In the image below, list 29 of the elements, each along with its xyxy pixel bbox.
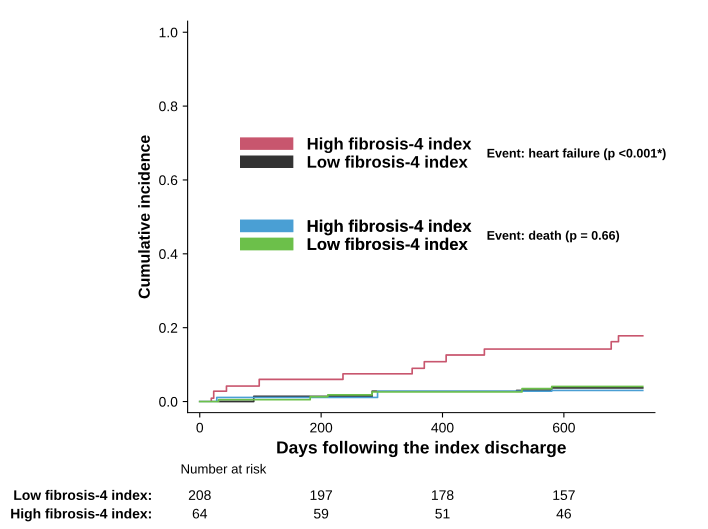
legend-label: Low fibrosis-4 index <box>308 156 468 168</box>
text: 178 <box>432 490 454 500</box>
y-tick-label: 0.8 <box>159 101 178 112</box>
text: Low fibrosis-4 index: <box>14 490 151 500</box>
text: High fibrosis-4 index: <box>11 508 151 522</box>
y-tick-label: 0.6 <box>159 175 178 186</box>
text: 197 <box>310 490 332 500</box>
y-tick-label: 0.2 <box>159 323 178 333</box>
x-tick-label: 400 <box>431 422 454 433</box>
text: 46 <box>556 508 571 519</box>
x-axis-title: Days following the index discharge <box>277 440 566 458</box>
text: Number at risk <box>182 464 266 474</box>
text: 51 <box>435 508 450 519</box>
legend-label: High fibrosis-4 index <box>308 220 472 236</box>
text: 64 <box>192 508 208 519</box>
y-tick-label: 0.0 <box>159 396 178 407</box>
annotation: Event: death (p = 0.66) <box>488 230 620 242</box>
y-axis-title: Cumulative incidence <box>138 135 150 298</box>
legend-label: Low fibrosis-4 index <box>308 238 468 250</box>
x-tick-label: 0 <box>196 422 204 433</box>
text: 59 <box>314 508 328 519</box>
legend-label: High fibrosis-4 index <box>308 137 472 154</box>
annotation: Event: heart failure (p <0.001*) <box>488 148 666 160</box>
text: 208 <box>188 490 211 500</box>
x-tick-label: 200 <box>310 422 332 433</box>
x-tick-label: 600 <box>552 422 575 433</box>
y-tick-label: 1.0 <box>160 28 178 38</box>
text: 157 <box>553 490 575 500</box>
y-tick-label: 0.4 <box>159 249 178 259</box>
